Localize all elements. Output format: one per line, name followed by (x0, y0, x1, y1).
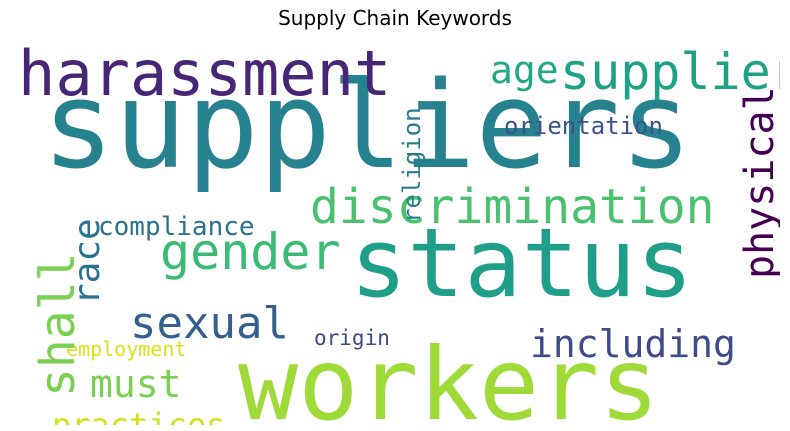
chart-title: Supply Chain Keywords (278, 6, 512, 30)
word-status: status (350, 209, 694, 319)
word-workers: workers (238, 326, 660, 426)
word-suppliers: suppliers (42, 57, 693, 196)
word-physical: physical (737, 86, 780, 279)
word-gender: gender (160, 223, 341, 281)
word-employment: employment (66, 337, 187, 361)
word-cloud: suppliers status workers harassment discrimi… (10, 35, 780, 425)
word-must: must (90, 361, 182, 406)
word-including: including (530, 321, 736, 366)
word-compliance: compliance (98, 212, 255, 243)
word-sexual: sexual (130, 297, 289, 349)
word-religion: religion (398, 107, 426, 223)
word-practices: practices (52, 409, 225, 425)
word-harassment: harassment (18, 37, 392, 111)
word-origin: origin (314, 326, 390, 351)
word-age: age (490, 47, 559, 92)
word-discrimination: discrimination (310, 178, 715, 235)
word-race: race (67, 218, 108, 305)
word-supplier: supplier (560, 43, 780, 101)
word-orientation: orientation (504, 111, 663, 140)
